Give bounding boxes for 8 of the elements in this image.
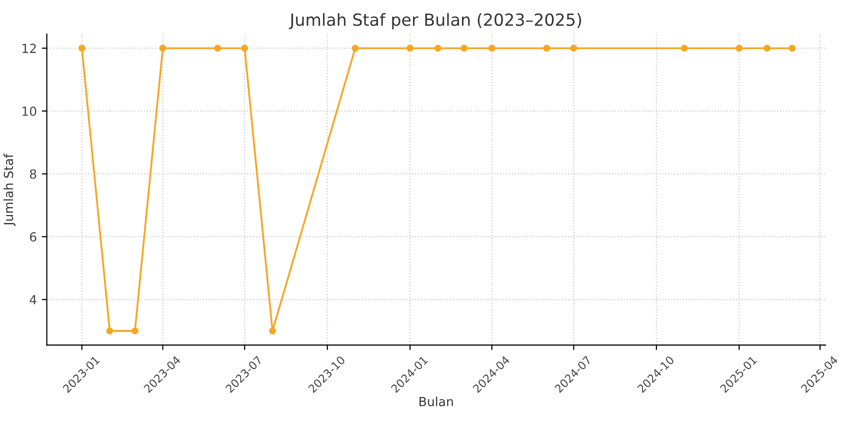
y-tick-label: 10 bbox=[22, 106, 36, 116]
y-tick-label: 6 bbox=[30, 232, 36, 242]
y-axis-title: Jumlah Staf bbox=[4, 153, 16, 226]
y-tick-label: 12 bbox=[22, 44, 36, 53]
chart-title: Jumlah Staf per Bulan (2023–2025) bbox=[288, 13, 582, 30]
y-tick-label: 4 bbox=[30, 295, 36, 304]
x-axis-title: Bulan bbox=[420, 396, 453, 406]
y-tick-label: 8 bbox=[30, 169, 36, 179]
